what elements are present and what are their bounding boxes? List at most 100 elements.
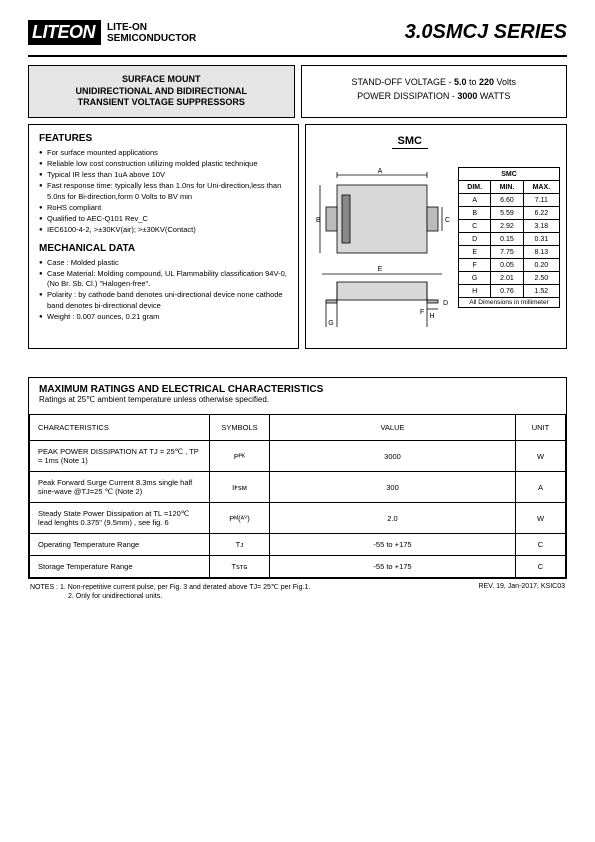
- dim-cell: E: [459, 246, 491, 259]
- ratings-symbol: Tᴊ: [210, 534, 270, 556]
- dim-row: E7.758.13: [459, 246, 560, 259]
- dim-cell: B: [459, 207, 491, 220]
- dim-cell: F: [459, 259, 491, 272]
- dim-row: C2.923.18: [459, 220, 560, 233]
- dim-cell: 1.52: [523, 285, 559, 298]
- ratings-row: Storage Temperature RangeTꜱᴛɢ-55 to +175…: [30, 556, 566, 578]
- feature-item: Fast response time: typically less than …: [39, 181, 288, 201]
- dim-cell: 6.60: [491, 194, 523, 207]
- dim-cell: 7.11: [523, 194, 559, 207]
- dim-cell: 3.18: [523, 220, 559, 233]
- feature-item: Reliable low cost construction utilizing…: [39, 159, 288, 169]
- dim-col-header: MAX.: [523, 181, 559, 194]
- ratings-value: 300: [270, 472, 516, 503]
- ratings-symbol: Iꜰꜱᴍ: [210, 472, 270, 503]
- ratings-col-header: VALUE: [270, 415, 516, 441]
- ratings-unit: C: [516, 556, 566, 578]
- package-area: A B C E: [312, 167, 561, 342]
- dim-cell: D: [459, 233, 491, 246]
- notes-row: NOTES : 1. Non-repetitive current pulse,…: [28, 583, 567, 601]
- dim-cell: 7.75: [491, 246, 523, 259]
- dim-footer: All Dimensions in millimeter: [458, 298, 560, 308]
- notes-text: NOTES : 1. Non-repetitive current pulse,…: [30, 583, 310, 601]
- ratings-row: Steady State Power Dissipation at TL =12…: [30, 503, 566, 534]
- ratings-row: Operating Temperature RangeTᴊ-55 to +175…: [30, 534, 566, 556]
- ratings-col-header: CHARACTERISTICS: [30, 415, 210, 441]
- dim-cell: H: [459, 285, 491, 298]
- right-column: SMC A B C: [305, 124, 568, 349]
- dim-col-header: MIN.: [491, 181, 523, 194]
- dim-header-row: DIM.MIN.MAX.: [459, 181, 560, 194]
- ratings-symbol: Pᴾᴷ: [210, 441, 270, 472]
- ratings-char: PEAK POWER DISSIPATION AT TJ = 25℃ , TP …: [30, 441, 210, 472]
- ratings-char: Steady State Power Dissipation at TL =12…: [30, 503, 210, 534]
- ratings-value: -55 to +175: [270, 556, 516, 578]
- dim-row: B5.596.22: [459, 207, 560, 220]
- svg-text:F: F: [420, 309, 424, 316]
- dim-cell: 8.13: [523, 246, 559, 259]
- dim-cell: 0.20: [523, 259, 559, 272]
- ratings-row: Peak Forward Surge Current 8.3ms single …: [30, 472, 566, 503]
- dim-table-wrap: SMC DIM.MIN.MAX. A6.607.11B5.596.22C2.92…: [458, 167, 560, 342]
- svg-text:D: D: [443, 300, 448, 307]
- features-heading: FEATURES: [39, 133, 288, 144]
- dim-col-header: DIM.: [459, 181, 491, 194]
- dim-cell: 5.59: [491, 207, 523, 220]
- dim-cell: 0.31: [523, 233, 559, 246]
- ratings-unit: A: [516, 472, 566, 503]
- product-title-box: SURFACE MOUNT UNIDIRECTIONAL AND BIDIREC…: [28, 65, 295, 118]
- mech-heading: MECHANICAL DATA: [39, 243, 288, 254]
- mech-item: Polarity : by cathode band denotes uni-d…: [39, 290, 288, 310]
- standoff-box: STAND-OFF VOLTAGE - 5.0 to 220 Volts POW…: [301, 65, 568, 118]
- standoff-l2: POWER DISSIPATION - 3000 WATTS: [306, 90, 563, 104]
- dim-row: D0.150.31: [459, 233, 560, 246]
- ratings-value: 3000: [270, 441, 516, 472]
- dim-cell: 0.05: [491, 259, 523, 272]
- dim-cell: G: [459, 272, 491, 285]
- svg-text:C: C: [445, 217, 450, 224]
- dimension-table: SMC DIM.MIN.MAX. A6.607.11B5.596.22C2.92…: [458, 167, 560, 298]
- divider: [28, 55, 567, 57]
- ratings-char: Storage Temperature Range: [30, 556, 210, 578]
- ratings-value: -55 to +175: [270, 534, 516, 556]
- ratings-unit: W: [516, 503, 566, 534]
- logo-line1: LITE-ON: [107, 22, 196, 33]
- dim-cell: 0.15: [491, 233, 523, 246]
- ratings-symbol: Pᴹ(ᴬⱽ): [210, 503, 270, 534]
- dim-cell: 2.50: [523, 272, 559, 285]
- feature-item: For surface mounted applications: [39, 148, 288, 158]
- dim-cell: C: [459, 220, 491, 233]
- ratings-unit: W: [516, 441, 566, 472]
- dim-row: H0.761.52: [459, 285, 560, 298]
- smc-label: SMC: [392, 135, 428, 149]
- left-column: FEATURES For surface mounted application…: [28, 124, 299, 349]
- ratings-symbol: Tꜱᴛɢ: [210, 556, 270, 578]
- package-svg-icon: A B C E: [312, 167, 452, 342]
- dim-cell: 6.22: [523, 207, 559, 220]
- mech-list: Case : Molded plasticCase Material: Mold…: [39, 258, 288, 322]
- ratings-unit: C: [516, 534, 566, 556]
- ratings-col-header: UNIT: [516, 415, 566, 441]
- ratings-header-row: CHARACTERISTICSSYMBOLSVALUEUNIT: [30, 415, 566, 441]
- main-row: FEATURES For surface mounted application…: [28, 124, 567, 349]
- dim-title: SMC: [459, 168, 560, 181]
- ratings-row: PEAK POWER DISSIPATION AT TJ = 25℃ , TP …: [30, 441, 566, 472]
- ratings-box: MAXIMUM RATINGS AND ELECTRICAL CHARACTER…: [28, 377, 567, 579]
- feature-item: IEC6100-4-2, >±30KV(air); >±30KV(Contact…: [39, 225, 288, 235]
- ratings-heading: MAXIMUM RATINGS AND ELECTRICAL CHARACTER…: [39, 384, 556, 395]
- logo-icon: LITEON: [28, 20, 101, 45]
- title-l3: TRANSIENT VOLTAGE SUPPRESSORS: [33, 97, 290, 109]
- svg-text:E: E: [377, 266, 382, 273]
- title-l2: UNIDIRECTIONAL AND BIDIRECTIONAL: [33, 86, 290, 98]
- standoff-l1: STAND-OFF VOLTAGE - 5.0 to 220 Volts: [306, 76, 563, 90]
- logo-block: LITEON LITE-ON SEMICONDUCTOR: [28, 20, 196, 45]
- logo-line2: SEMICONDUCTOR: [107, 33, 196, 44]
- ratings-char: Operating Temperature Range: [30, 534, 210, 556]
- dim-cell: 2.01: [491, 272, 523, 285]
- dim-row: A6.607.11: [459, 194, 560, 207]
- header: LITEON LITE-ON SEMICONDUCTOR 3.0SMCJ SER…: [28, 20, 567, 45]
- ratings-value: 2.0: [270, 503, 516, 534]
- dim-cell: A: [459, 194, 491, 207]
- ratings-table: CHARACTERISTICSSYMBOLSVALUEUNIT PEAK POW…: [29, 414, 566, 578]
- svg-text:B: B: [316, 217, 321, 224]
